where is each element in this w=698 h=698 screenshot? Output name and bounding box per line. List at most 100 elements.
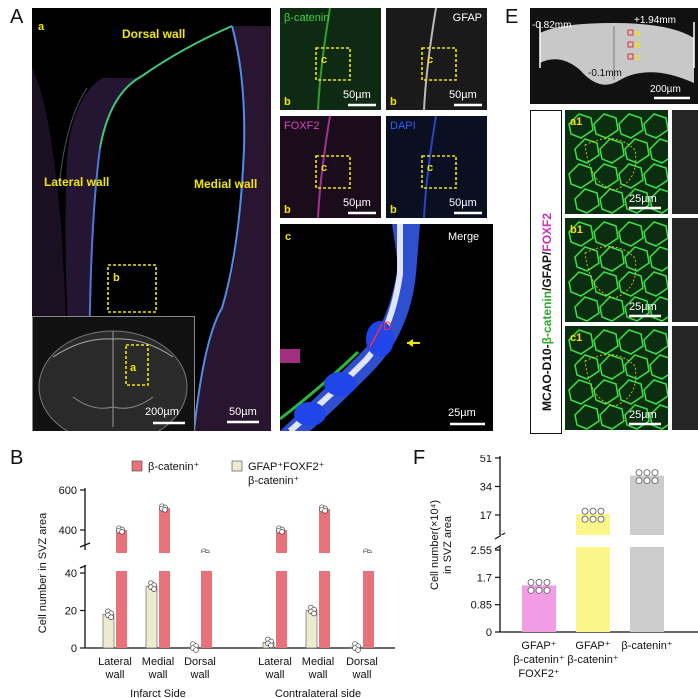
f-point [635, 469, 643, 477]
channel-scale-label: 50µm [343, 89, 371, 101]
channel-title: FOXF2 [284, 120, 320, 132]
tile-c1: c1 25µm [565, 326, 668, 430]
channel-corner-label: b [390, 96, 397, 108]
b-ytick-label: 40 [65, 568, 77, 580]
b-xtick-label: Medial [142, 656, 174, 668]
roi-box-c-label: c [427, 54, 433, 66]
panel-letter-e: E [505, 6, 519, 28]
b-ytick-label: 0 [71, 643, 77, 655]
side-label-prefix: MCAO-D10- [540, 344, 554, 411]
b-ytick-label: 600 [59, 485, 77, 497]
tile-scale-label: 25µm [629, 301, 657, 313]
coronal-inset: a 200µm [32, 316, 195, 431]
label-coord-left: -0.82mm [532, 20, 571, 31]
b-legend-label: β-catenin⁺ [248, 475, 299, 487]
b-point [311, 610, 317, 617]
chart-f: 0 0.85 1.7 2.55 17 34 51 Cell number(×10⁴) in SV… [429, 455, 698, 680]
overview-mark-a: a [635, 28, 641, 38]
channel-title: β-catenin [284, 12, 330, 24]
roi-box-c [315, 155, 351, 189]
f-xtick-label: β-catenin⁺ [621, 640, 672, 652]
f-point [581, 515, 589, 523]
channel-panel-dapi: c b 50µm DAPI [386, 116, 487, 218]
b-xtick-label: wall [148, 669, 168, 681]
f-point [651, 477, 659, 485]
f-point [535, 578, 543, 586]
tile-scale-label: 25µm [629, 193, 657, 205]
f-point [635, 477, 643, 485]
svg-text:MCAO-D10-β-catenin/GFAP/FOXF2: MCAO-D10-β-catenin/GFAP/FOXF2 [540, 213, 554, 411]
tile-id-label: c1 [570, 332, 582, 344]
f-ytick-label: 0 [486, 627, 492, 639]
roi-box-c [421, 155, 457, 189]
f-xtick-label: FOXF2⁺ [518, 668, 559, 680]
b-xtick-label: Medial [302, 656, 334, 668]
f-point [581, 507, 589, 515]
roi-box-c-label: c [321, 54, 327, 66]
side-label-foxf2: FOXF2 [540, 213, 554, 252]
f-axis-break [501, 535, 698, 547]
chart-b: 0 20 40 400 600 Cell number in SVZ area β-cate… [37, 460, 396, 698]
sub-label-a: a [38, 21, 45, 33]
label-medial-wall: Medial wall [194, 177, 257, 191]
f-xtick-label: β-catenin⁺ [513, 654, 564, 666]
overview-mark-b: b [635, 40, 641, 50]
f-xtick-label: β-catenin⁺ [567, 654, 618, 666]
tile-a1: a1 25µm [565, 110, 668, 214]
panel-e-overview: -0.82mm +1.94mm -0.1mm a b c 200µm [530, 8, 698, 104]
f-bar [630, 475, 664, 632]
b-group-label: Contralateral side [275, 688, 361, 698]
panel-letter-f: F [413, 447, 426, 469]
b-point [279, 529, 285, 535]
b-bar-betacatenin [319, 509, 330, 648]
label-dorsal-wall: Dorsal wall [122, 27, 185, 41]
b-point [108, 614, 114, 621]
f-ytick-label: 17 [480, 510, 492, 522]
scale-label-main: 50µm [229, 406, 257, 418]
b-xtick-label: wall [190, 669, 210, 681]
b-ytick-label: 400 [59, 525, 77, 537]
channel-corner-label: b [284, 204, 291, 216]
channel-corner-label: b [390, 204, 397, 216]
f-ytick-label: 51 [480, 455, 492, 465]
b-ytick-label: 20 [65, 606, 77, 618]
scale-label-overview: 200µm [650, 84, 681, 95]
b-point [193, 647, 199, 653]
side-label-beta-catenin: β-catenin [540, 291, 554, 344]
b-bar-gfap [305, 610, 318, 649]
merge-marker-d: D [383, 319, 392, 333]
roi-box-c-label: c [321, 162, 327, 174]
inset-roi-label: a [130, 362, 137, 374]
b-legend-swatch [131, 460, 143, 472]
b-point [322, 508, 328, 514]
f-point [543, 578, 551, 586]
f-point [643, 469, 651, 477]
roi-box-c-label: c [427, 162, 433, 174]
tile-id-label: b1 [570, 224, 583, 236]
f-point [589, 507, 597, 515]
channel-title: DAPI [390, 120, 416, 132]
b-point [119, 529, 125, 535]
b-point [151, 586, 157, 592]
f-ylabel: Cell number(×10⁴) [429, 500, 441, 590]
b-xtick-label: wall [352, 669, 372, 681]
b-group-label: Infarct Side [130, 688, 186, 698]
f-point [527, 586, 535, 594]
arrow-icon [407, 339, 413, 347]
overview-mark-c: c [635, 52, 640, 62]
f-ytick-label: 34 [480, 482, 492, 494]
tile-a1-gfap-strip [672, 110, 698, 214]
f-xtick-label: GFAP⁺ [575, 640, 610, 652]
b-bar-gfap [145, 585, 158, 649]
b-xtick-label: wall [308, 669, 328, 681]
b-bar-betacatenin [201, 553, 212, 648]
channel-scale-label: 50µm [343, 197, 371, 209]
tile-b1-gfap-strip [672, 218, 698, 322]
label-coord-right: +1.94mm [634, 15, 676, 26]
panel-a-micrograph: a Dorsal wall Lateral wall Medial wall b… [32, 8, 271, 431]
f-point [527, 578, 535, 586]
roi-box-b [107, 264, 157, 313]
scale-label-merge: 25µm [448, 407, 476, 419]
b-bar-betacatenin [159, 508, 170, 648]
b-xtick-label: Dorsal [346, 656, 378, 668]
